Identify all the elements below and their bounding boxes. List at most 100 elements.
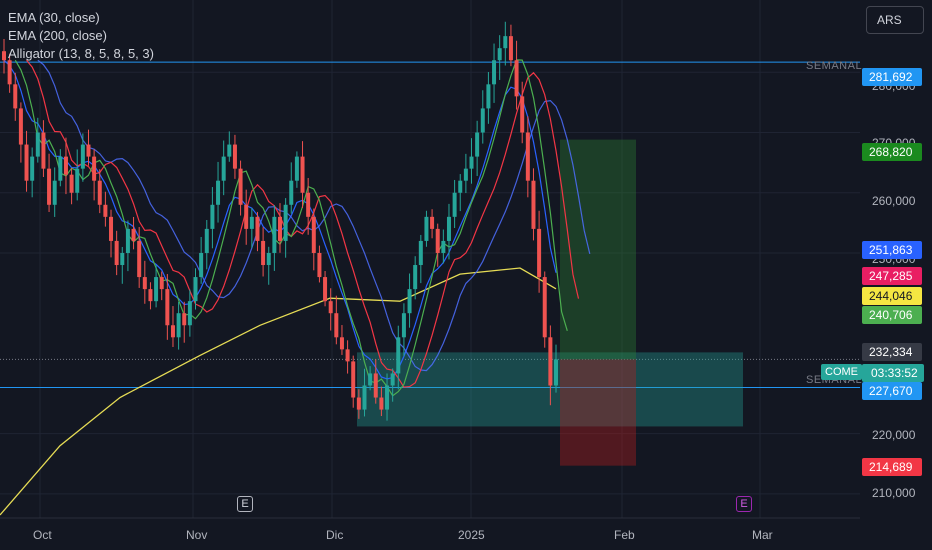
candle-body [362,385,367,410]
candle-body [548,337,553,386]
candle-body [373,373,378,398]
candle-body [47,168,52,205]
legend-alligator[interactable]: Alligator (13, 8, 5, 8, 5, 3) [8,46,154,61]
price-label-ema200: 244,046 [862,287,922,305]
candle-body [525,132,530,181]
candle-body [170,325,175,338]
price-label-target: 268,820 [862,143,922,161]
candle-body [75,168,80,193]
level-label-semanal: SEMANAL [806,60,863,72]
x-tick-label: 2025 [458,528,485,542]
candle-body [390,373,395,386]
candle-body [210,204,215,229]
candle-body [182,313,187,326]
candle-body [13,84,18,109]
candle-body [418,240,423,266]
x-tick-label: Nov [186,528,208,542]
candle-body [120,252,125,266]
candle-body [97,180,102,205]
candle-body [508,36,513,61]
candle-body [221,156,226,181]
candle-body [306,192,311,217]
currency-button[interactable]: ARS [866,6,924,34]
candle-body [187,301,192,326]
candle-body [148,289,153,302]
candle-body [238,168,243,205]
candle-body [368,373,373,386]
x-tick-label: Oct [33,528,52,542]
candle-body [52,180,57,205]
legend-ema-30[interactable]: EMA (30, close) [8,10,100,25]
candle-body [542,277,547,338]
candle-body [199,252,204,278]
candle-body [272,216,277,253]
candle-body [41,132,46,169]
candle-body [401,313,406,338]
bar-countdown: 03:33:52 [862,364,924,382]
candle-body [379,397,384,410]
price-label-teeth: 247,285 [862,267,922,285]
candle-body [193,277,198,302]
y-tick-label: 260,000 [872,194,916,208]
candle-body [531,180,536,229]
candle-body [452,192,457,217]
price-label-stop: 214,689 [862,458,922,476]
candle-body [159,277,164,290]
candle-body [430,216,435,229]
ema-200-path [0,267,557,516]
stop-zone [560,359,636,466]
candle-body [435,228,440,253]
candle-body [294,156,299,181]
candle-body [480,108,485,133]
candle-body [165,289,170,326]
candle-body [446,216,451,241]
candle-body [266,252,271,266]
level-lines [0,61,860,388]
candle-body [244,204,249,229]
candle-body [441,240,446,253]
candle-body [137,240,142,278]
candle-body [424,216,429,241]
candle-body [520,96,525,133]
candle-body [92,156,97,181]
candle-body [311,216,316,253]
candle-body [396,337,401,374]
zones [357,139,743,466]
candle-body [345,349,350,362]
legend-ema-200[interactable]: EMA (200, close) [8,28,107,43]
candle-body [317,252,322,278]
candle-body [385,385,390,410]
grid [0,0,860,518]
candle-body [413,265,418,290]
candles [2,21,558,421]
alligator-lips-line [14,59,568,397]
candle-body [537,228,542,278]
candle-body [514,60,519,97]
candle-body [458,180,463,193]
candle-body [103,204,108,217]
earnings-marker[interactable]: E [237,496,253,512]
alligator-teeth-line [26,59,580,388]
y-tick-label: 210,000 [872,486,916,500]
candle-body [278,216,282,241]
candle-body [463,168,468,181]
indicator-lines [3,59,591,397]
candle-body [114,240,119,266]
candle-body [283,204,288,241]
candle-body [503,36,508,49]
candle-body [58,156,63,181]
candle-body [497,48,502,61]
candle-body [35,132,40,157]
price-label-ema30: 251,863 [862,241,922,259]
target-zone [560,139,636,360]
earnings-marker-upcoming[interactable]: E [736,496,752,512]
candle-body [334,313,339,338]
candle-body [30,156,35,181]
x-tick-label: Feb [614,528,635,542]
y-tick-label: 220,000 [872,428,916,442]
price-label-level-2: 227,670 [862,382,922,400]
candle-body [356,397,361,410]
candle-body [125,228,130,253]
candle-body [69,174,74,193]
